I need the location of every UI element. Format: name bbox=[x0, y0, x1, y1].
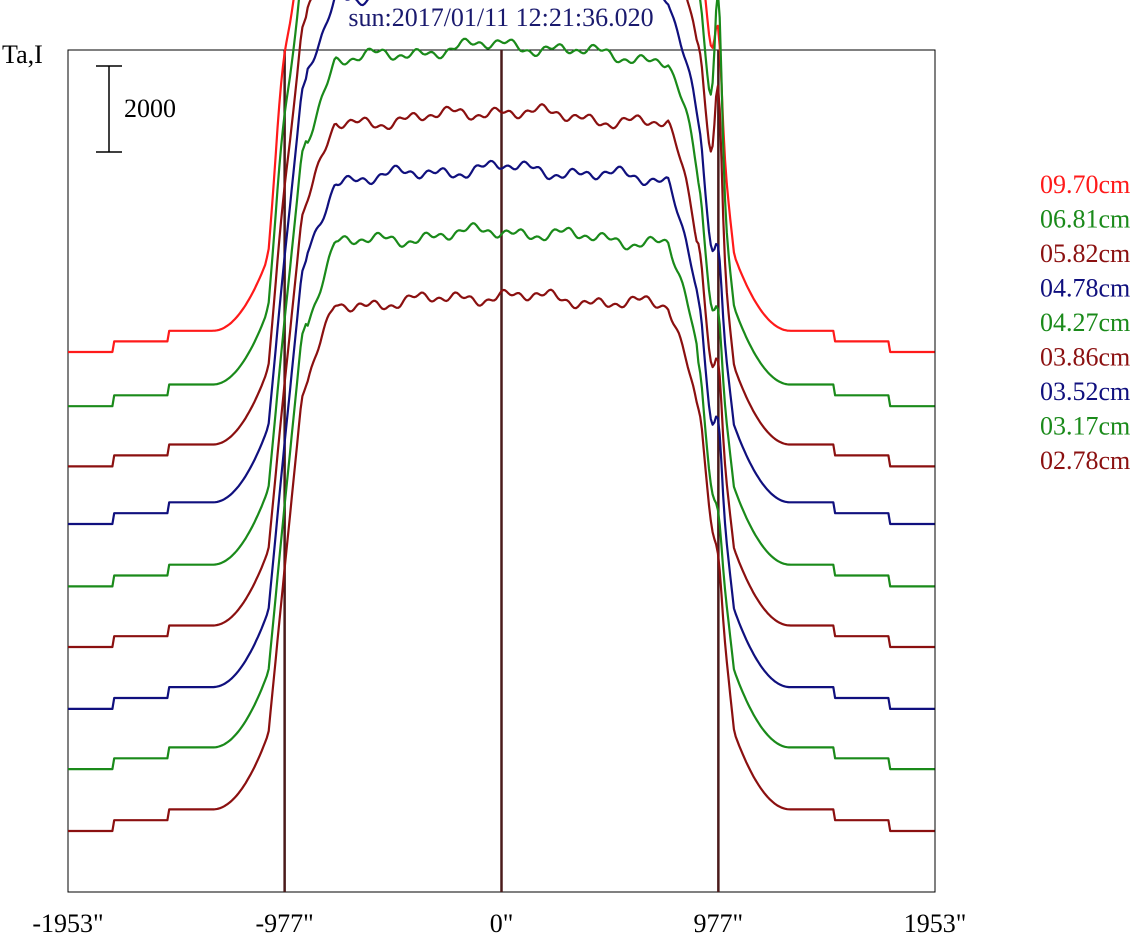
legend: 09.70cm 06.81cm 05.82cm 04.78cm 04.27cm 03.86… bbox=[1040, 170, 1130, 475]
series-line-04.27cm bbox=[68, 37, 935, 588]
legend-entry: 06.81cm bbox=[1040, 205, 1130, 234]
x-tick-label: 1953" bbox=[904, 909, 967, 938]
series-line-09.70cm bbox=[68, 0, 935, 354]
series-group bbox=[68, 0, 935, 833]
series-line-02.78cm bbox=[68, 288, 935, 833]
x-tick-label: -977" bbox=[255, 909, 313, 938]
series-line-03.17cm bbox=[68, 222, 935, 771]
y-axis-label: Ta,I bbox=[2, 40, 43, 69]
series-line-04.78cm bbox=[68, 0, 935, 526]
legend-entry: 03.52cm bbox=[1040, 377, 1130, 406]
legend-entry: 03.17cm bbox=[1040, 412, 1130, 441]
legend-entry: 05.82cm bbox=[1040, 239, 1130, 268]
series-line-06.81cm bbox=[68, 0, 935, 408]
x-tick-label: -1953" bbox=[32, 909, 103, 938]
series-line-03.86cm bbox=[68, 103, 935, 649]
legend-entry: 03.86cm bbox=[1040, 343, 1130, 372]
legend-entry: 04.78cm bbox=[1040, 274, 1130, 303]
legend-entry: 04.27cm bbox=[1040, 308, 1130, 337]
x-tick-label: 0" bbox=[490, 909, 514, 938]
x-tick-label: 977" bbox=[694, 909, 744, 938]
legend-entry: 09.70cm bbox=[1040, 170, 1130, 199]
legend-entry: 02.78cm bbox=[1040, 446, 1130, 475]
series-line-05.82cm bbox=[68, 0, 935, 468]
series-line-03.52cm bbox=[68, 159, 935, 710]
chart-title: sun:2017/01/11 12:21:36.020 bbox=[348, 3, 653, 32]
scale-bar: 2000 bbox=[96, 65, 176, 153]
x-tick-labels: -1953" -977" 0" 977" 1953" bbox=[32, 909, 966, 938]
scale-bar-label: 2000 bbox=[124, 94, 176, 123]
